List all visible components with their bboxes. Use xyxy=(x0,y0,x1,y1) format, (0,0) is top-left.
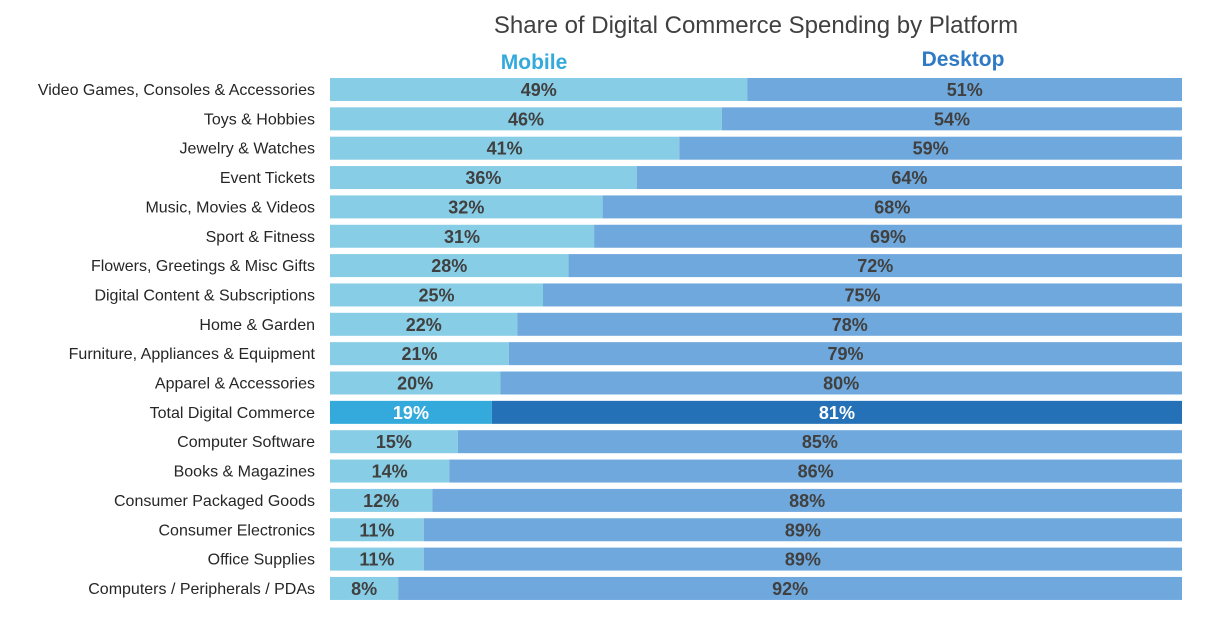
bar-desktop-0 xyxy=(747,78,1182,101)
bar-mobile-16 xyxy=(330,547,424,571)
category-labels: Video Games, Consoles & Accessories Toys … xyxy=(38,82,316,598)
category-label-1: Toys & Hobbies xyxy=(204,111,315,128)
value-label-mobile-3: 36% xyxy=(465,168,501,188)
value-label-desktop-2: 59% xyxy=(913,139,949,159)
value-label-desktop-5: 69% xyxy=(870,227,906,247)
value-label-desktop-9: 79% xyxy=(827,344,863,364)
bar-mobile-0 xyxy=(330,78,748,101)
bar-desktop-4 xyxy=(602,195,1182,219)
bar-mobile-4 xyxy=(330,195,603,219)
bar-desktop-3 xyxy=(636,166,1182,190)
category-label-17: Computers / Peripherals / PDAs xyxy=(88,581,315,598)
bar-mobile-9 xyxy=(330,342,509,366)
bar-desktop-2 xyxy=(679,136,1182,160)
category-label-11: Total Digital Commerce xyxy=(150,405,315,422)
value-label-desktop-6: 72% xyxy=(857,256,893,276)
bar-mobile-1 xyxy=(330,107,722,131)
value-label-desktop-1: 54% xyxy=(934,109,970,129)
value-label-desktop-15: 89% xyxy=(785,520,821,540)
category-label-2: Jewelry & Watches xyxy=(180,141,315,158)
bar-mobile-5 xyxy=(330,224,595,248)
bar-desktop-12 xyxy=(457,430,1182,454)
value-label-mobile-16: 11% xyxy=(359,550,394,570)
category-label-8: Home & Garden xyxy=(199,317,315,334)
category-label-6: Flowers, Greetings & Misc Gifts xyxy=(91,258,315,275)
bar-mobile-17 xyxy=(330,576,399,600)
value-label-desktop-7: 75% xyxy=(844,285,880,305)
value-label-desktop-11: 81% xyxy=(819,403,855,423)
value-label-mobile-14: 12% xyxy=(363,491,399,511)
legend-desktop: Desktop xyxy=(922,48,1005,71)
value-label-mobile-15: 11% xyxy=(359,520,394,540)
category-label-4: Music, Movies & Videos xyxy=(145,199,315,216)
category-label-3: Event Tickets xyxy=(220,170,315,187)
bar-mobile-6 xyxy=(330,254,569,278)
value-label-desktop-8: 78% xyxy=(832,315,868,335)
bar-desktop-13 xyxy=(449,459,1182,483)
value-label-mobile-2: 41% xyxy=(487,139,523,159)
category-label-0: Video Games, Consoles & Accessories xyxy=(38,82,315,99)
category-label-9: Furniture, Appliances & Equipment xyxy=(69,346,316,363)
bar-mobile-12 xyxy=(330,430,458,454)
bar-desktop-11 xyxy=(491,400,1182,424)
category-label-7: Digital Content & Subscriptions xyxy=(94,287,315,304)
value-label-mobile-10: 20% xyxy=(397,374,433,394)
value-label-mobile-8: 22% xyxy=(406,315,442,335)
value-label-desktop-12: 85% xyxy=(802,432,838,452)
bar-desktop-9 xyxy=(508,342,1182,366)
value-label-mobile-6: 28% xyxy=(431,256,467,276)
value-label-mobile-1: 46% xyxy=(508,109,544,129)
category-label-13: Books & Magazines xyxy=(174,464,315,481)
category-label-5: Sport & Fitness xyxy=(206,229,315,246)
chart-title: Share of Digital Commerce Spending by Pl… xyxy=(494,12,1018,39)
category-label-10: Apparel & Accessories xyxy=(155,376,315,393)
bar-desktop-17 xyxy=(398,576,1182,600)
bar-mobile-13 xyxy=(330,459,450,483)
bar-mobile-15 xyxy=(330,518,424,542)
value-label-desktop-4: 68% xyxy=(874,197,910,217)
value-label-desktop-14: 88% xyxy=(789,491,825,511)
bar-mobile-3 xyxy=(330,166,637,190)
value-label-mobile-11: 19% xyxy=(393,403,429,423)
value-label-mobile-0: 49% xyxy=(521,80,557,100)
value-label-desktop-16: 89% xyxy=(785,550,821,570)
bar-desktop-5 xyxy=(594,224,1182,248)
bar-desktop-15 xyxy=(423,518,1183,542)
category-label-12: Computer Software xyxy=(177,434,315,451)
bar-desktop-7 xyxy=(543,283,1182,307)
bar-desktop-14 xyxy=(432,488,1182,512)
bar-mobile-10 xyxy=(330,371,501,395)
value-label-mobile-9: 21% xyxy=(401,344,437,364)
value-label-desktop-3: 64% xyxy=(891,168,927,188)
value-label-desktop-13: 86% xyxy=(798,462,834,482)
value-label-desktop-0: 51% xyxy=(947,80,983,100)
bar-mobile-2 xyxy=(330,136,680,160)
bar-desktop-10 xyxy=(500,371,1182,395)
category-label-15: Consumer Electronics xyxy=(159,522,316,539)
value-label-mobile-17: 8% xyxy=(351,579,377,599)
value-label-mobile-7: 25% xyxy=(418,285,454,305)
legend-mobile: Mobile xyxy=(501,51,568,74)
value-label-mobile-4: 32% xyxy=(448,197,484,217)
bars-group xyxy=(330,78,1183,600)
value-label-mobile-5: 31% xyxy=(444,227,480,247)
bar-desktop-8 xyxy=(517,312,1182,336)
value-label-mobile-13: 14% xyxy=(372,462,408,482)
bar-desktop-16 xyxy=(423,547,1183,571)
bar-desktop-6 xyxy=(568,254,1182,278)
category-label-14: Consumer Packaged Goods xyxy=(114,493,315,510)
value-label-mobile-12: 15% xyxy=(376,432,412,452)
bar-mobile-14 xyxy=(330,488,433,512)
value-label-desktop-17: 92% xyxy=(772,579,808,599)
bar-mobile-7 xyxy=(330,283,543,307)
bar-desktop-1 xyxy=(721,107,1182,131)
value-labels: 49% 51% 46% 54% 41% 59% 36% 64% 32% 68% 31% 69% 28% 7… xyxy=(351,80,983,599)
bar-mobile-11 xyxy=(330,400,492,424)
bar-mobile-8 xyxy=(330,312,518,336)
category-label-16: Office Supplies xyxy=(208,552,315,569)
value-label-desktop-10: 80% xyxy=(823,374,859,394)
